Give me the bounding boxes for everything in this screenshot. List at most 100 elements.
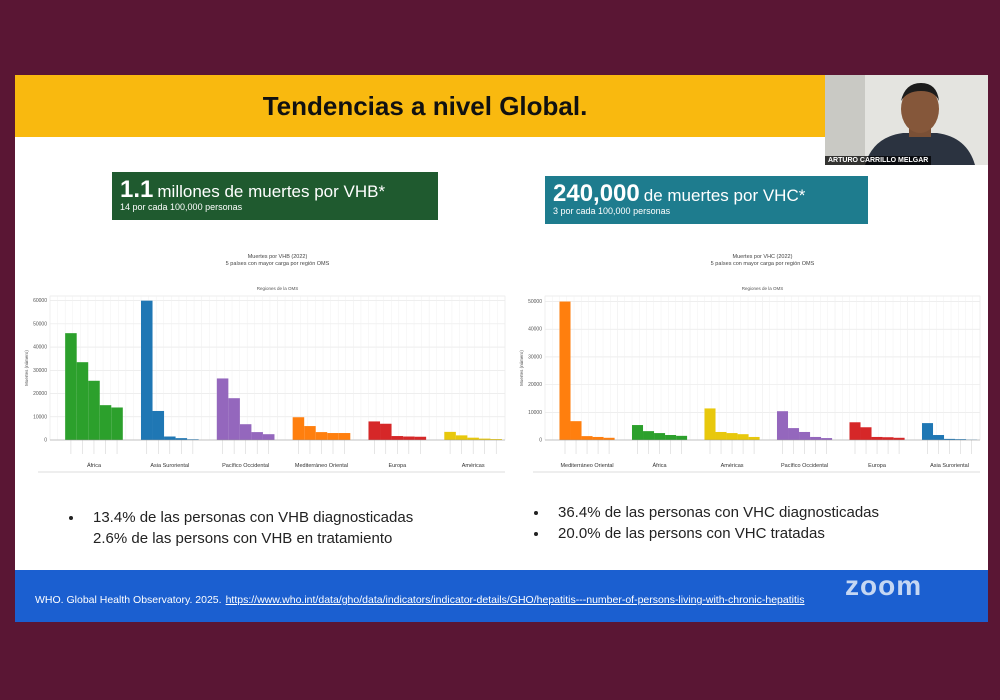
- stat-box: 240,000 de muertes por VHC* 3 por cada 10…: [545, 176, 868, 224]
- region-label: África: [653, 462, 668, 469]
- bullet-item: 13.4% de las personas con VHB diagnostic…: [67, 507, 413, 528]
- stat-number: 1.1: [120, 176, 154, 203]
- bar: [955, 439, 967, 440]
- y-tick-label: 0: [44, 438, 47, 444]
- bullet-dot: [534, 511, 538, 515]
- bar: [414, 436, 427, 440]
- bullet-text: 13.4% de las personas con VHB diagnostic…: [93, 509, 414, 526]
- bar: [871, 436, 883, 440]
- bar: [592, 436, 604, 440]
- bar: [799, 431, 811, 440]
- bar: [444, 431, 456, 440]
- webcam-image: [825, 75, 988, 165]
- chart-subtitle: 5 países con mayor carga por región OMS: [226, 261, 330, 267]
- zoom-watermark: zoom: [845, 570, 923, 601]
- bar: [368, 421, 381, 440]
- bullet-list: 36.4% de las personas con VHC diagnostic…: [532, 502, 879, 544]
- stat-box: 1.1 millones de muertes por VHB* 14 por c…: [112, 172, 438, 220]
- bar: [665, 435, 677, 440]
- y-tick-label: 30000: [528, 354, 542, 360]
- region-label: Pacífico Occidental: [781, 463, 828, 469]
- y-tick-label: 40000: [33, 345, 47, 351]
- x-axis-title: Regiones de la OMS: [257, 286, 299, 291]
- bar: [478, 438, 491, 440]
- bar: [788, 428, 800, 440]
- y-axis-title: Muertes (número): [519, 350, 524, 386]
- slide-title: Tendencias a nivel Global.: [262, 90, 588, 121]
- citation: WHO. Global Health Observatory. 2025. htt…: [35, 594, 804, 606]
- bar: [676, 435, 688, 440]
- bar: [292, 417, 305, 440]
- bar: [882, 437, 894, 440]
- y-axis-title: Muertes (número): [24, 350, 29, 386]
- bar: [338, 433, 351, 440]
- chart: Muertes por VHC (2022)5 países con mayor…: [519, 254, 981, 473]
- y-tick-label: 0: [539, 438, 542, 444]
- stat-sub: 3 por cada 100,000 personas: [553, 206, 671, 216]
- bullet-text: 20.0% de las persons con VHC tratadas: [558, 525, 825, 542]
- bullet-dot: [69, 516, 73, 520]
- bullet-item: 36.4% de las personas con VHC diagnostic…: [532, 502, 879, 523]
- head: [901, 85, 939, 133]
- chart-title: Muertes por VHB (2022): [248, 254, 308, 260]
- hair: [901, 83, 939, 101]
- bar: [821, 438, 833, 440]
- bar: [922, 423, 934, 440]
- bar: [455, 435, 468, 440]
- y-tick-label: 10000: [528, 410, 542, 416]
- citation-text: WHO. Global Health Observatory. 2025.: [35, 594, 222, 606]
- region-label: África: [87, 462, 102, 469]
- y-tick-label: 40000: [528, 327, 542, 333]
- bar: [175, 438, 188, 440]
- title-bar: Tendencias a nivel Global.: [15, 75, 825, 137]
- stat-number: 240,000: [553, 180, 640, 207]
- bar: [726, 433, 738, 440]
- bar: [603, 437, 615, 440]
- region-label: Asia Suroriental: [930, 463, 969, 469]
- bar: [643, 431, 655, 440]
- region-label: Asia Suroriental: [150, 463, 189, 469]
- region-label: Mediterráneo Oriental: [560, 463, 613, 469]
- chart-title: Muertes por VHC (2022): [733, 254, 793, 260]
- bar: [810, 436, 822, 440]
- bar: [228, 398, 240, 440]
- y-tick-label: 50000: [528, 299, 542, 305]
- door: [825, 75, 865, 165]
- bar: [403, 436, 415, 440]
- bar: [944, 438, 956, 440]
- bar: [570, 421, 582, 440]
- bar: [933, 435, 945, 440]
- y-tick-label: 50000: [33, 321, 47, 327]
- stat-text: de muertes por VHC*: [643, 186, 806, 205]
- bar: [262, 434, 275, 440]
- chart-subtitle: 5 países con mayor carga por región OMS: [711, 261, 815, 267]
- bullet-text: 2.6% de las persons con VHB en tratamien…: [93, 530, 393, 547]
- bar: [777, 411, 789, 440]
- bar: [860, 427, 872, 440]
- webcam-video: ARTURO CARRILLO MELGAR: [825, 75, 988, 165]
- y-tick-label: 60000: [33, 298, 47, 304]
- bar: [251, 432, 263, 440]
- bullet-dot: [534, 532, 538, 536]
- region-label: Américas: [462, 463, 485, 469]
- bar: [632, 425, 644, 440]
- bar: [239, 424, 252, 440]
- bar: [327, 433, 339, 440]
- bar: [559, 301, 571, 440]
- bar: [111, 407, 123, 440]
- bar: [467, 437, 479, 440]
- y-tick-label: 20000: [33, 391, 47, 397]
- bar: [715, 431, 727, 440]
- region-label: Pacífico Occidental: [222, 463, 269, 469]
- citation-link[interactable]: https://www.who.int/data/gho/data/indica…: [225, 594, 805, 606]
- region-label: Mediterráneo Oriental: [295, 463, 348, 469]
- bar: [99, 405, 112, 440]
- bar: [704, 408, 716, 440]
- participant-name: ARTURO CARRILLO MELGAR: [825, 156, 932, 165]
- bullet-item: 20.0% de las persons con VHC tratadas: [532, 523, 879, 544]
- bar: [391, 436, 404, 440]
- bar: [654, 433, 666, 440]
- bar: [490, 439, 502, 440]
- region-label: Europa: [388, 463, 407, 469]
- bar: [849, 422, 861, 440]
